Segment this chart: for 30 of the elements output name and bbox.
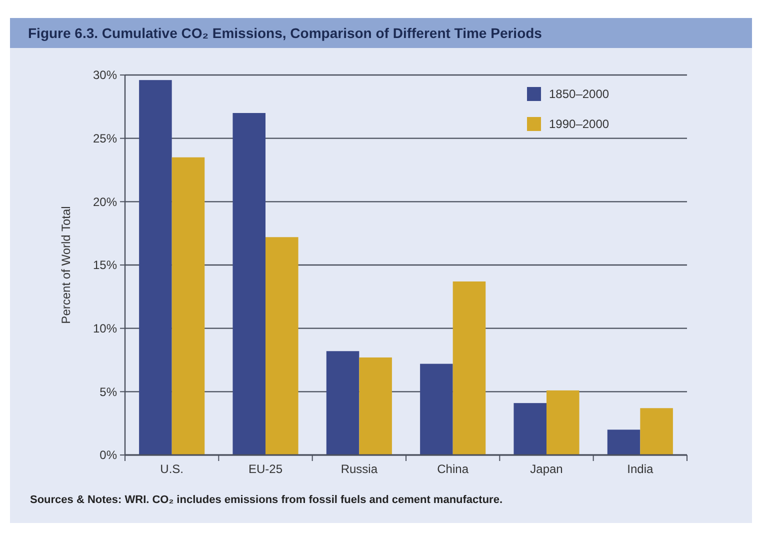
bar <box>139 80 172 455</box>
y-tick-label: 10% <box>92 322 118 336</box>
bar <box>266 237 298 455</box>
legend-label: 1990–2000 <box>549 117 610 132</box>
bar <box>514 403 546 455</box>
bar <box>326 351 360 455</box>
y-tick-label: 20% <box>92 194 118 209</box>
legend-label: 1850–2000 <box>549 87 610 102</box>
bar <box>607 430 640 455</box>
y-axis-title: Percent of World Total <box>59 206 73 324</box>
bar <box>172 157 205 455</box>
bar <box>640 408 673 455</box>
bar <box>546 390 580 455</box>
bar <box>420 364 453 455</box>
y-tick-label: 15% <box>92 258 118 272</box>
y-tick-label: 0% <box>100 448 118 462</box>
y-tick-label: 30% <box>92 68 118 82</box>
bar <box>452 281 486 455</box>
x-tick-label: India <box>627 462 654 476</box>
x-tick-label: Russia <box>340 462 378 476</box>
x-tick-label: Japan <box>530 462 563 476</box>
x-tick-label: U.S. <box>160 462 184 476</box>
y-tick-label: 5% <box>100 384 118 399</box>
bar <box>359 357 392 455</box>
y-tick-label: 25% <box>92 132 118 146</box>
x-tick-label: China <box>437 462 469 476</box>
bar <box>232 113 266 455</box>
x-tick-label: EU-25 <box>248 462 283 476</box>
chart-title: Figure 6.3. Cumulative CO₂ Emissions, Comparison of Different Time Periods <box>28 25 542 41</box>
source-note: Sources & Notes: WRI. CO₂ includes emissions from fossil fuels and cement manufacture. <box>30 494 502 506</box>
